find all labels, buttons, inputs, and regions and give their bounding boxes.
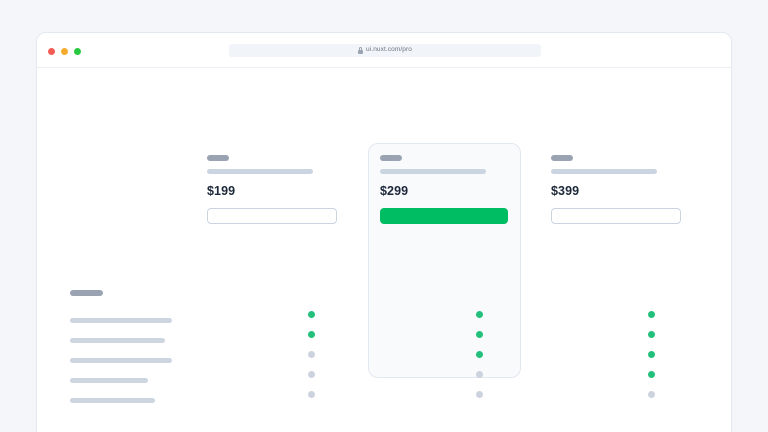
plan-column-1: $199	[207, 155, 337, 224]
browser-titlebar: ui.nuxt.com/pro	[37, 33, 731, 68]
check-dot-icon	[647, 370, 655, 378]
plan-cta-button[interactable]	[551, 208, 681, 224]
feature-availability-cell	[473, 304, 485, 324]
feature-availability-cell	[305, 364, 317, 384]
feature-availability-cell	[305, 324, 317, 344]
page-viewport: $199 $299 $399	[37, 68, 731, 432]
plan-description-placeholder	[207, 169, 313, 174]
feature-availability-cell	[473, 364, 485, 384]
plan-description-placeholder	[551, 169, 657, 174]
feature-dots-column-1	[305, 304, 317, 404]
unavailable-dot-icon	[307, 370, 315, 378]
plan-column-2: $299	[380, 155, 510, 224]
unavailable-dot-icon	[475, 370, 483, 378]
feature-availability-cell	[473, 324, 485, 344]
feature-availability-cell	[645, 364, 657, 384]
check-dot-icon	[647, 330, 655, 338]
plan-price: $199	[207, 184, 236, 198]
feature-row	[70, 310, 250, 330]
feature-availability-cell	[645, 344, 657, 364]
address-bar-url: ui.nuxt.com/pro	[366, 46, 412, 54]
feature-label-placeholder	[70, 317, 172, 323]
feature-row	[70, 330, 250, 350]
browser-window: ui.nuxt.com/pro $199 $299	[36, 32, 732, 432]
feature-availability-cell	[473, 344, 485, 364]
feature-label-placeholder	[70, 377, 148, 383]
feature-row	[70, 370, 250, 390]
feature-availability-cell	[645, 304, 657, 324]
feature-availability-cell	[645, 384, 657, 404]
check-dot-icon	[647, 310, 655, 318]
plan-cta-button-primary[interactable]	[380, 208, 508, 224]
feature-availability-cell	[473, 384, 485, 404]
featured-plan-card[interactable]	[368, 143, 521, 378]
feature-dots-column-3	[645, 304, 657, 404]
close-button[interactable]	[48, 48, 55, 55]
plan-column-3: $399	[551, 155, 681, 224]
minimize-button[interactable]	[61, 48, 68, 55]
unavailable-dot-icon	[307, 390, 315, 398]
feature-section	[70, 290, 250, 410]
feature-dots-column-2	[473, 304, 485, 404]
lock-icon	[358, 47, 364, 54]
feature-row	[70, 350, 250, 370]
feature-label-placeholder	[70, 357, 172, 363]
plan-price: $299	[380, 184, 409, 198]
address-bar[interactable]: ui.nuxt.com/pro	[229, 44, 541, 57]
unavailable-dot-icon	[647, 390, 655, 398]
feature-label-placeholder	[70, 337, 165, 343]
window-controls	[48, 48, 81, 55]
plan-name-placeholder	[551, 155, 573, 161]
check-dot-icon	[475, 310, 483, 318]
plan-description-placeholder	[380, 169, 486, 174]
check-dot-icon	[647, 350, 655, 358]
feature-row	[70, 390, 250, 410]
check-dot-icon	[475, 350, 483, 358]
unavailable-dot-icon	[475, 390, 483, 398]
plan-price: $399	[551, 184, 580, 198]
unavailable-dot-icon	[307, 350, 315, 358]
check-dot-icon	[307, 330, 315, 338]
check-dot-icon	[475, 330, 483, 338]
maximize-button[interactable]	[74, 48, 81, 55]
feature-availability-cell	[645, 324, 657, 344]
feature-availability-cell	[305, 344, 317, 364]
plan-name-placeholder	[380, 155, 402, 161]
feature-label-list	[70, 310, 250, 410]
check-dot-icon	[307, 310, 315, 318]
feature-section-heading-placeholder	[70, 290, 103, 296]
plan-cta-button[interactable]	[207, 208, 337, 224]
feature-availability-cell	[305, 304, 317, 324]
feature-availability-cell	[305, 384, 317, 404]
feature-label-placeholder	[70, 397, 155, 403]
plan-name-placeholder	[207, 155, 229, 161]
